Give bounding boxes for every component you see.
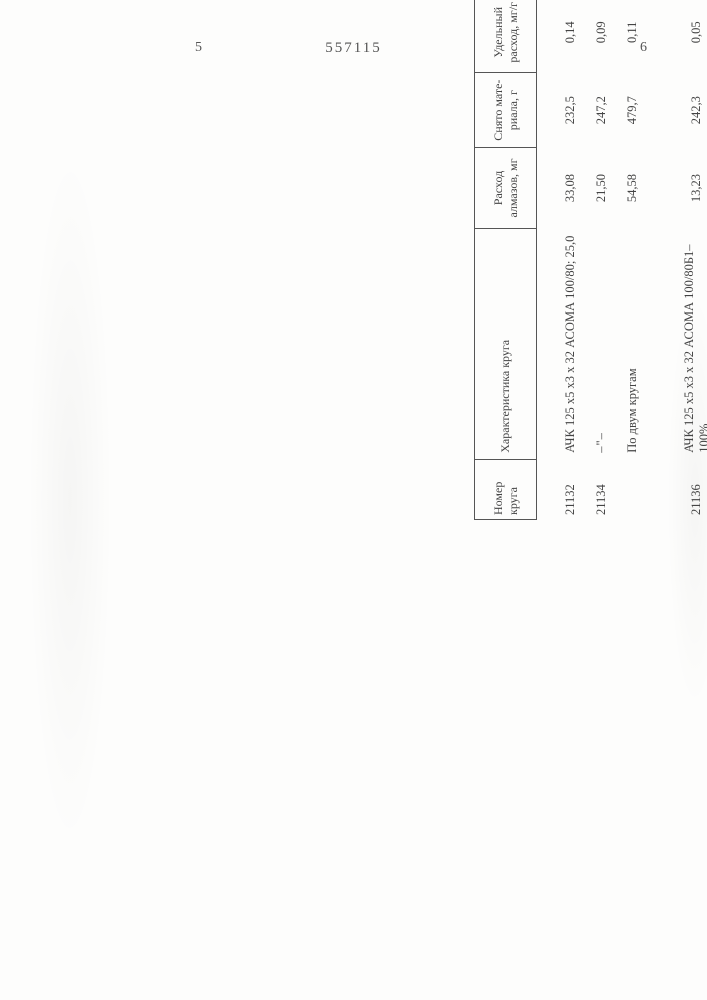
cell-raskhod: 21,50 — [586, 148, 617, 228]
cell-num: 21136 — [674, 459, 707, 519]
cell-snato: 479,7 — [617, 72, 648, 147]
cell-snato: 247,2 — [586, 72, 617, 147]
cell-udel: 0,11 — [617, 0, 648, 72]
cell-num: 21132 — [555, 459, 586, 519]
table-head: Номер круга Характеристика круга Расход … — [475, 0, 537, 520]
th-snato: Снято мате- риала, г — [475, 72, 537, 147]
th-char: Характеристика круга — [475, 228, 537, 459]
cell-char: По двум кругам — [617, 228, 648, 459]
table-row: 21134–"–21,50247,20,090,30–1,000,21–9б — [586, 0, 617, 520]
cell-udel: 0,05 — [674, 0, 707, 72]
cell-num — [617, 459, 648, 519]
th-raskhod: Расход алмазов, мг — [475, 148, 537, 228]
cell-raskhod: 13,23 — [674, 148, 707, 228]
cell-udel: 0,14 — [555, 0, 586, 72]
th-udel: Удельный расход, мг/г — [475, 0, 537, 72]
table-row: 21132АЧК 125 х5 х3 х 32 АСОМА 100/80; 25… — [555, 0, 586, 520]
cell-snato: 232,5 — [555, 72, 586, 147]
data-table: Номер круга Характеристика круга Расход … — [474, 0, 707, 520]
cell-raskhod: 33,08 — [555, 148, 586, 228]
rotated-table-wrap: Т а б л и ц а Номер круга Характеристика… — [420, 0, 707, 520]
table-row: 21136АЧК 125 х5 х3 х 32 АСОМА 100/80Б1–1… — [674, 0, 707, 520]
cell-snato: 242,3 — [674, 72, 707, 147]
table-body: 21132АЧК 125 х5 х3 х 32 АСОМА 100/80; 25… — [537, 0, 707, 520]
th-num: Номер круга — [475, 459, 537, 519]
table-row: По двум кругам54,58479,70,11 — [617, 0, 648, 520]
page-number-left: 5 — [195, 40, 202, 56]
page-root: 557115 5 6 Т а б л и ц а Номер круга Хар… — [0, 0, 707, 1000]
cell-char: АЧК 125 х5 х3 х 32 АСОМА 100/80Б1–100% — [674, 228, 707, 459]
cell-raskhod: 54,58 — [617, 148, 648, 228]
cell-char: –"– — [586, 228, 617, 459]
cell-udel: 0,09 — [586, 0, 617, 72]
cell-char: АЧК 125 х5 х3 х 32 АСОМА 100/80; 25,0 — [555, 228, 586, 459]
cell-num: 21134 — [586, 459, 617, 519]
